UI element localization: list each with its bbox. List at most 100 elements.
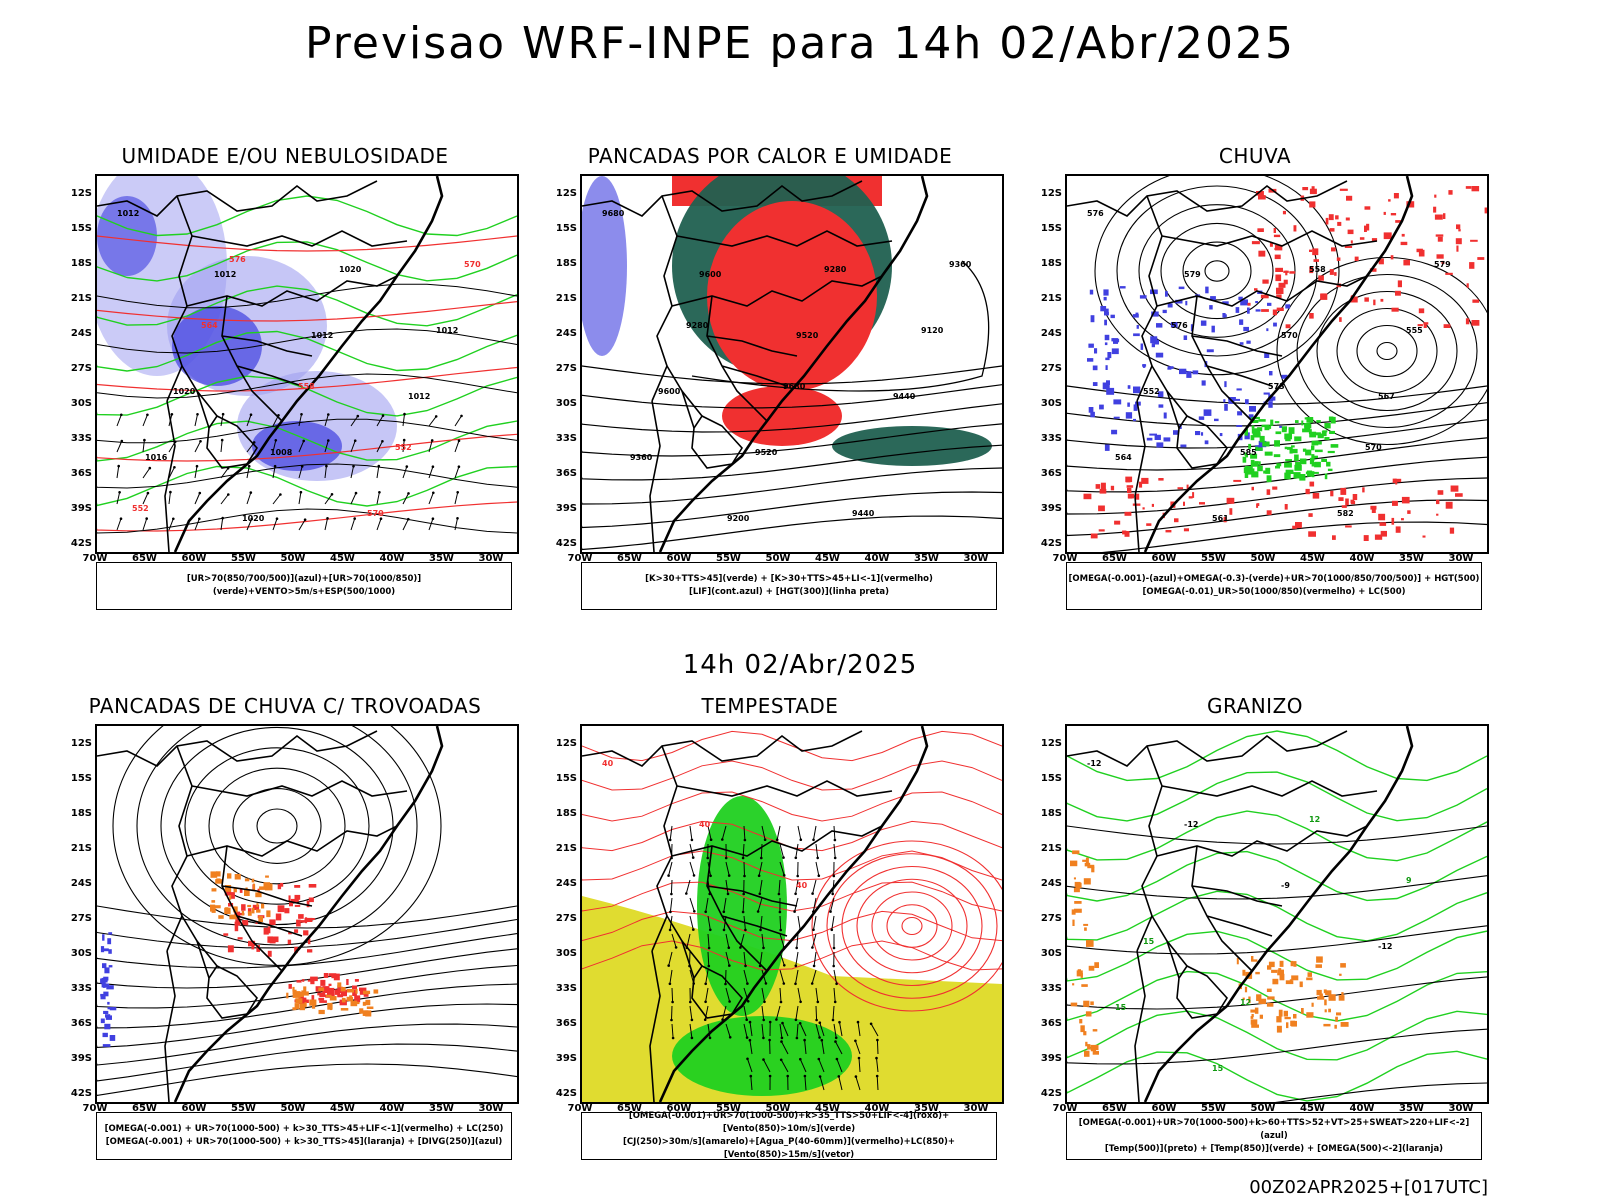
- panel-title: PANCADAS DE CHUVA C/ TROVOADAS: [88, 694, 482, 718]
- thunderstorm-area: [288, 895, 291, 902]
- omega500-area: [1290, 960, 1294, 967]
- wind-vector: [795, 951, 799, 966]
- lat-tick-label: 30S: [70, 398, 92, 409]
- omega-green-area: [1244, 452, 1248, 456]
- omega-green-area: [1316, 441, 1322, 445]
- omega-blue-area: [1201, 380, 1206, 386]
- omega500-area: [1242, 969, 1246, 976]
- omega500-area: [1236, 957, 1239, 965]
- thunderstorm-area: [304, 917, 313, 922]
- omega-green-area: [1264, 451, 1273, 456]
- precip-red-area: [1437, 490, 1444, 495]
- precip-red-area: [1437, 236, 1443, 242]
- political-border: [164, 950, 176, 1102]
- omega-blue-area: [1090, 315, 1095, 323]
- hgt300-contour: [582, 444, 1002, 481]
- political-border: [671, 825, 883, 857]
- contour-label: 40: [602, 759, 614, 768]
- omega-blue-area: [1088, 343, 1094, 348]
- wind-vector: [707, 951, 710, 967]
- wind-vector-head: [721, 838, 724, 841]
- wind-vector-head: [818, 1021, 822, 1024]
- streamline: [136, 726, 418, 946]
- wind-vector-head: [707, 964, 711, 968]
- precip-red-area: [1257, 228, 1264, 232]
- omega-blue-area: [1133, 404, 1138, 411]
- map-area: -12 -12 -9 -12 15 15 12 9 15 12: [1065, 724, 1489, 1104]
- temp500-contour: [1067, 1028, 1487, 1065]
- omega-blue-area: [1255, 309, 1261, 312]
- omega-blue-area: [1090, 411, 1095, 418]
- hgt500-contour: [1067, 499, 1487, 537]
- contour-label: 9600: [658, 387, 681, 396]
- omega500-area: [1083, 1000, 1090, 1007]
- contour-label: 576: [229, 255, 246, 264]
- wind-vector: [428, 440, 433, 453]
- wind-vector: [689, 861, 695, 876]
- precip-red-area: [1374, 534, 1383, 540]
- wind-vector: [815, 843, 819, 858]
- omega500-area: [1070, 860, 1078, 867]
- wind-vector: [168, 492, 171, 505]
- omega-green-area: [1276, 463, 1282, 467]
- wind-vector-head: [762, 1058, 765, 1061]
- lon-tick-label: 45W: [815, 553, 840, 564]
- wind-vector-head: [300, 465, 304, 468]
- thunderstorm-area: [242, 920, 249, 926]
- wind-vector-head: [353, 517, 357, 520]
- wind-vector-head: [221, 516, 224, 520]
- precip-red-area: [1401, 496, 1410, 504]
- omega500-area: [1250, 1009, 1258, 1013]
- wind-vector-head: [812, 964, 816, 968]
- lon-tick-label: 40W: [379, 553, 405, 564]
- wind-vector-head: [746, 1057, 749, 1061]
- wind-vector: [855, 1076, 861, 1091]
- contour-label: 9600: [699, 270, 722, 279]
- wind-vector-head: [703, 1018, 707, 1021]
- precip-red-area: [1436, 254, 1444, 259]
- contour-label: 9440: [893, 392, 916, 401]
- omega500-area: [1268, 961, 1275, 968]
- wind-vector-head: [794, 892, 797, 896]
- wind-vector-head: [833, 1000, 837, 1004]
- instability-area: [312, 1002, 316, 1009]
- precip-red-area: [1455, 493, 1463, 497]
- wind-vector: [246, 414, 252, 427]
- temp500-contour: [1067, 825, 1487, 845]
- lon-tick-label: 40W: [1349, 553, 1375, 564]
- wind-vector-head: [146, 413, 149, 417]
- precip-red-area: [1364, 206, 1371, 210]
- legend-line: [OMEGA(-0.001)+UR>70(1000-500)+k>35_TTS>…: [628, 1111, 950, 1134]
- omega500-area: [1336, 1012, 1342, 1016]
- contour-label: 555: [1406, 326, 1423, 335]
- wind-vector: [194, 466, 198, 479]
- lat-tick-label: 24S: [70, 878, 92, 889]
- wind-vector: [454, 440, 460, 453]
- precip-red-area: [1401, 518, 1404, 521]
- instability-area: [265, 875, 269, 878]
- wind-vector-head: [811, 946, 814, 949]
- legend-line: [OMEGA(-0.001) + UR>70(1000-500) + k>30_…: [104, 1124, 504, 1134]
- omega-green-area: [1244, 428, 1248, 436]
- political-border: [681, 390, 695, 429]
- wind-vector-head: [829, 910, 832, 913]
- hgt500-contour: [1160, 222, 1274, 320]
- wind-vector-head: [748, 1020, 752, 1024]
- wind-vector: [749, 1040, 753, 1055]
- precip-red-area: [1247, 302, 1251, 306]
- precip-red-area: [1345, 525, 1352, 528]
- wind-vector: [350, 492, 357, 505]
- precip-red-area: [1339, 188, 1348, 191]
- precip-red-area: [1347, 229, 1354, 235]
- wind-vector: [725, 969, 727, 985]
- panel-trovoadas: PANCADAS DE CHUVA C/ TROVOADAS 12S 15S 18S 2…: [50, 694, 520, 1164]
- omega500-area: [1075, 882, 1082, 888]
- lon-tick-label: 50W: [1250, 1103, 1276, 1114]
- omega500-area: [1083, 878, 1091, 885]
- divergence-area: [106, 985, 114, 990]
- omega500-area: [1293, 961, 1297, 967]
- humidity-low-contour: [97, 465, 517, 507]
- wind-vector-head: [692, 874, 696, 877]
- contour-label: -12: [1378, 942, 1392, 951]
- omega-blue-area: [1111, 348, 1119, 355]
